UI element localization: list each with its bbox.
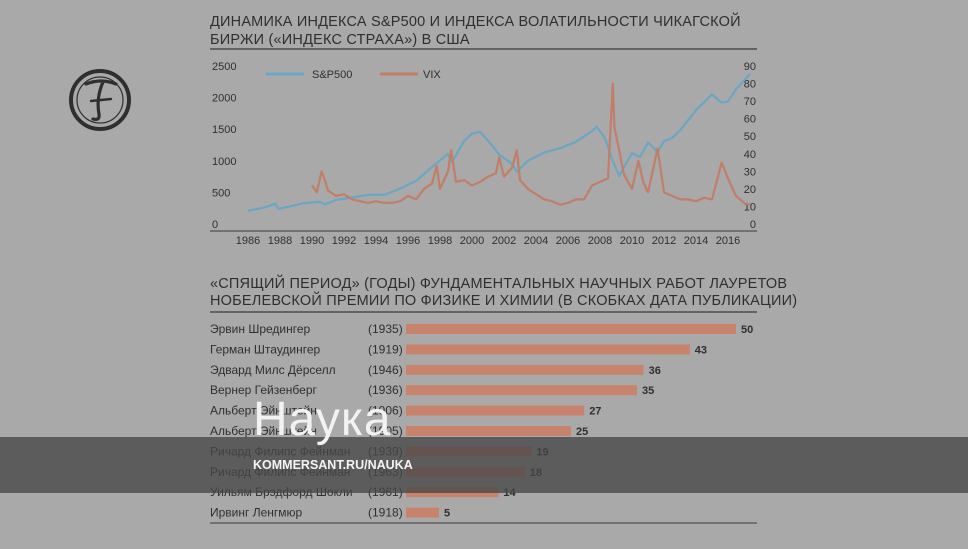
bar <box>406 324 736 334</box>
bar-row: Альберт Эйнштейн (1905) 25 <box>210 424 588 438</box>
bar-year-label: (1919) <box>368 342 403 356</box>
bar-name-label: Эрвин Шредингер <box>210 322 311 336</box>
y-right-tick-label: 50 <box>744 131 756 143</box>
bar-value-label: 35 <box>642 385 654 397</box>
x-tick-label: 2014 <box>684 235 708 247</box>
chart2-title-line1: «СПЯЩИЙ ПЕРИОД» (ГОДЫ) ФУНДАМЕНТАЛЬНЫХ Н… <box>210 274 787 292</box>
sp500-series-line <box>247 72 752 212</box>
chart1-title-line1: ДИНАМИКА ИНДЕКСА S&P500 И ИНДЕКСА ВОЛАТИ… <box>210 12 741 30</box>
bar-row: Ирвинг Ленгмюр (1918) 5 <box>210 506 450 520</box>
chart2-title-line2: НОБЕЛЕВСКОЙ ПРЕМИИ ПО ФИЗИКЕ И ХИМИИ (В … <box>210 291 797 309</box>
bar-row: Герман Штаудингер (1919) 43 <box>210 342 707 356</box>
bar-name-label: Альберт Эйнштейн <box>210 404 317 418</box>
bar-row: Эрвин Шредингер (1935) 50 <box>210 322 753 336</box>
section-title: Наука <box>253 393 392 446</box>
y-right-tick-label: 60 <box>744 114 756 126</box>
bar-year-label: (1946) <box>368 363 403 377</box>
y-left-tick-label: 0 <box>212 219 218 231</box>
x-tick-label: 1996 <box>396 235 420 247</box>
bar-name-label: Вернер Гейзенберг <box>210 383 317 397</box>
x-tick-label: 2002 <box>492 235 516 247</box>
kommersant-logo <box>69 69 131 131</box>
bar-year-label: (1936) <box>368 383 403 397</box>
y-left-tick-label: 500 <box>212 187 230 199</box>
y-right-tick-label: 90 <box>744 61 756 73</box>
bar-value-label: 43 <box>695 344 707 356</box>
x-tick-label: 1998 <box>428 235 452 247</box>
y-right-tick-label: 30 <box>744 166 756 178</box>
bar-year-label: (1918) <box>368 506 403 520</box>
bar <box>406 507 439 518</box>
bar-name-label: Герман Штаудингер <box>210 342 321 356</box>
y-right-tick-label: 70 <box>744 96 756 108</box>
bar-row: Альберт Эйнштейн (1906) 27 <box>210 404 601 418</box>
y-right-tick-label: 80 <box>744 79 756 91</box>
x-tick-label: 2012 <box>652 235 676 247</box>
bar-year-label: (1905) <box>368 424 403 438</box>
bar-row: Вернер Гейзенберг (1936) 35 <box>210 383 654 397</box>
y-left-tick-label: 1500 <box>212 124 236 136</box>
bar-year-label: (1935) <box>368 322 403 336</box>
chart1-title-line2: БИРЖИ («ИНДЕКС СТРАХА») В США <box>210 32 470 48</box>
x-tick-label: 1990 <box>300 235 324 247</box>
brand-banner <box>0 437 968 493</box>
bar <box>406 364 644 375</box>
x-tick-label: 2010 <box>620 235 644 247</box>
chart1-axes: 1986 1988 1990 1992 1994 1996 1998 2000 2002 2004… <box>212 61 756 247</box>
vix-series-line <box>311 82 751 206</box>
chart1-lines <box>247 72 752 212</box>
y-right-tick-label: 40 <box>744 149 756 161</box>
x-tick-label: 2000 <box>460 235 484 247</box>
bar <box>406 426 571 436</box>
bar-value-label: 5 <box>444 508 450 520</box>
y-left-tick-label: 2000 <box>212 93 236 105</box>
x-tick-label: 2008 <box>588 235 612 247</box>
x-tick-label: 2004 <box>524 235 548 247</box>
y-right-tick-label: 20 <box>744 184 756 196</box>
x-tick-label: 1988 <box>268 235 292 247</box>
bar <box>406 344 690 355</box>
y-right-tick-label: 0 <box>750 219 756 231</box>
bar-row: Эдвард Милс Дёрселл (1946) 36 <box>210 363 661 377</box>
section-link[interactable]: KOMMERSANT.RU/NAUKA <box>253 458 413 472</box>
bar <box>406 405 585 416</box>
x-tick-label: 2006 <box>556 235 580 247</box>
legend-vix-label: VIX <box>423 69 441 81</box>
legend-sp500-label: S&P500 <box>312 69 352 81</box>
x-tick-label: 2016 <box>716 235 740 247</box>
bar-year-label: (1906) <box>368 404 403 418</box>
bar-value-label: 36 <box>649 365 661 377</box>
bar-value-label: 27 <box>589 406 601 418</box>
x-tick-label: 1992 <box>332 235 356 247</box>
bar-name-label: Альберт Эйнштейн <box>210 424 317 438</box>
bar-name-label: Эдвард Милс Дёрселл <box>210 363 336 377</box>
bar <box>406 385 637 396</box>
y-left-tick-label: 2500 <box>212 61 236 73</box>
chart1-legend: S&P500 VIX <box>266 69 441 81</box>
bar-name-label: Ирвинг Ленгмюр <box>210 506 303 520</box>
y-left-tick-label: 1000 <box>212 156 236 168</box>
bar-value-label: 25 <box>576 426 588 438</box>
x-tick-label: 1994 <box>364 235 388 247</box>
x-tick-label: 1986 <box>236 235 260 247</box>
bar-value-label: 50 <box>741 324 753 336</box>
